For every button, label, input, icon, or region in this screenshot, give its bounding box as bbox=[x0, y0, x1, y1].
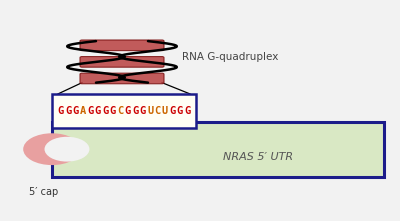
Text: G: G bbox=[125, 106, 131, 116]
Text: G: G bbox=[87, 106, 94, 116]
Text: G: G bbox=[95, 106, 101, 116]
FancyBboxPatch shape bbox=[52, 94, 196, 128]
Text: G: G bbox=[140, 106, 146, 116]
Text: RNA G-quadruplex: RNA G-quadruplex bbox=[182, 52, 278, 62]
Text: G: G bbox=[184, 106, 190, 116]
Text: 5′ cap: 5′ cap bbox=[29, 187, 58, 197]
Circle shape bbox=[23, 133, 81, 165]
Text: U: U bbox=[162, 106, 168, 116]
Circle shape bbox=[44, 137, 90, 162]
FancyBboxPatch shape bbox=[80, 57, 164, 67]
Text: NRAS 5′ UTR: NRAS 5′ UTR bbox=[223, 152, 293, 162]
FancyBboxPatch shape bbox=[80, 73, 164, 84]
Text: G: G bbox=[65, 106, 71, 116]
Text: G: G bbox=[58, 106, 64, 116]
Text: G: G bbox=[102, 106, 108, 116]
Text: G: G bbox=[170, 106, 176, 116]
Text: C: C bbox=[117, 106, 123, 116]
Text: G: G bbox=[177, 106, 183, 116]
Text: G: G bbox=[110, 106, 116, 116]
FancyBboxPatch shape bbox=[52, 122, 384, 177]
FancyBboxPatch shape bbox=[80, 40, 164, 51]
Text: G: G bbox=[72, 106, 78, 116]
Text: C: C bbox=[154, 106, 161, 116]
Text: A: A bbox=[80, 106, 86, 116]
Text: G: G bbox=[132, 106, 138, 116]
Text: U: U bbox=[147, 106, 153, 116]
